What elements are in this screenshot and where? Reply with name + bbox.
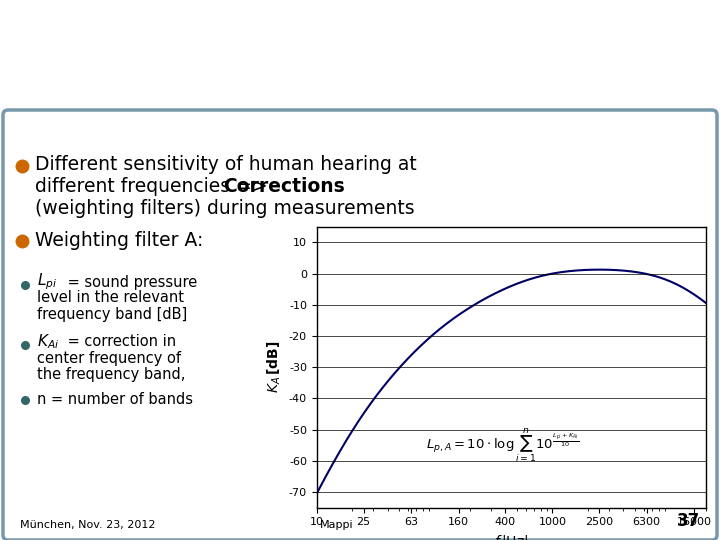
Text: 37: 37 <box>677 512 700 530</box>
Text: München, Nov. 23, 2012: München, Nov. 23, 2012 <box>20 520 156 530</box>
Text: Different sensitivity of human hearing at: Different sensitivity of human hearing a… <box>35 154 417 173</box>
Text: different frequencies =>: different frequencies => <box>35 177 274 195</box>
Text: level in the relevant: level in the relevant <box>37 291 184 306</box>
Text: Corrections: Corrections <box>223 177 345 195</box>
Text: frequency band [dB]: frequency band [dB] <box>37 307 187 321</box>
Y-axis label: $K_A\,\mathbf{[dB]}$: $K_A\,\mathbf{[dB]}$ <box>266 341 284 393</box>
Text: the frequency band,: the frequency band, <box>37 367 185 381</box>
X-axis label: $f\,|\mathrm{Hz}|$: $f\,|\mathrm{Hz}|$ <box>494 533 528 540</box>
Text: n = number of bands: n = number of bands <box>37 393 193 408</box>
Text: (weighting filters) during measurements: (weighting filters) during measurements <box>35 199 415 218</box>
Text: Weighting filter A:: Weighting filter A: <box>35 232 203 251</box>
Text: = correction in: = correction in <box>63 334 176 349</box>
Text: $L_{pi}$: $L_{pi}$ <box>37 272 57 292</box>
Text: Mappi: Mappi <box>320 520 354 530</box>
Text: $L_{p,A} = 10 \cdot \log \sum_{i=1}^{n} 10^{\frac{L_{pi}+K_{Ai}}{10}}$: $L_{p,A} = 10 \cdot \log \sum_{i=1}^{n} … <box>426 427 579 465</box>
Text: = sound pressure: = sound pressure <box>63 274 197 289</box>
Text: center frequency of: center frequency of <box>37 350 181 366</box>
Text: $K_{Ai}$: $K_{Ai}$ <box>37 333 59 352</box>
Text: Noise weighting filters: Noise weighting filters <box>22 33 519 71</box>
